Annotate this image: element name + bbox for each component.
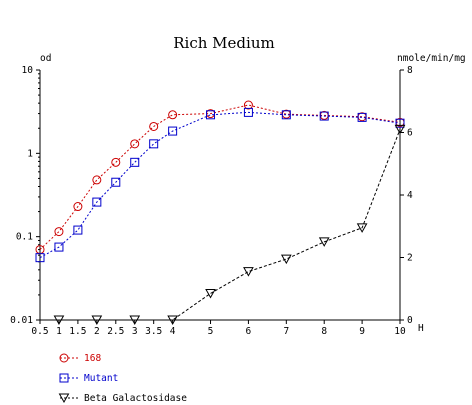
chart-title: Rich Medium: [173, 34, 274, 52]
series-line: [39, 111, 401, 259]
x-tick-label: 2: [94, 326, 100, 337]
x-tick-label: 8: [321, 326, 327, 337]
data-point: [168, 110, 178, 120]
y-right-tick-label: 0: [407, 315, 413, 326]
x-tick-label: 5: [208, 326, 214, 337]
data-point: [243, 107, 253, 117]
data-point: [130, 139, 140, 149]
y-right-tick-label: 8: [407, 65, 413, 76]
y-left-tick-label: 10: [22, 65, 34, 76]
data-point: [206, 110, 216, 120]
data-point: [91, 315, 103, 326]
legend-marker: [59, 353, 69, 363]
x-tick-label: 2.5: [107, 326, 124, 337]
data-point: [92, 197, 102, 207]
data-point: [111, 177, 121, 187]
data-point: [394, 124, 406, 135]
series-layer: [35, 100, 406, 326]
series-line: [39, 104, 401, 250]
series-1: [35, 107, 405, 263]
data-point: [149, 121, 159, 131]
y-right-tick-label: 2: [407, 253, 413, 264]
y-left-tick-label: 0.01: [10, 315, 33, 326]
data-point: [129, 315, 141, 326]
legend-marker: [58, 393, 70, 404]
data-point: [54, 242, 64, 252]
x-tick-label: 1: [56, 326, 62, 337]
data-point: [73, 202, 83, 212]
x-tick-label: 4: [170, 326, 176, 337]
y-right-tick-label: 4: [407, 190, 413, 201]
data-point: [73, 225, 83, 235]
data-point: [243, 267, 254, 277]
x-tick-label: 0.5: [31, 326, 48, 337]
x-tick-label: 3.5: [145, 326, 162, 337]
series-line: [58, 129, 401, 321]
legend-marker: [59, 373, 69, 383]
y-left-tick-label: 0.1: [16, 232, 33, 243]
x-tick-label: 6: [246, 326, 252, 337]
data-point: [35, 253, 45, 263]
series-2: [53, 124, 406, 326]
x-tick-label: 1.5: [69, 326, 86, 337]
data-point: [243, 100, 253, 110]
y-left-tick-label: 1: [27, 148, 33, 159]
data-point: [318, 237, 330, 247]
data-point: [53, 315, 65, 326]
data-point: [168, 126, 178, 136]
left-axis-label: od: [40, 53, 51, 64]
data-point: [395, 118, 405, 128]
legend-label: Mutant: [84, 373, 118, 384]
x-tick-label: 10: [394, 326, 406, 337]
legend-item: Mutant: [59, 373, 118, 384]
data-point: [54, 227, 64, 237]
y-right-tick-label: 6: [407, 128, 413, 139]
data-point: [92, 175, 102, 185]
legend-item: 168: [59, 353, 101, 364]
x-tick-label: 7: [283, 326, 289, 337]
right-axis-label: nmole/min/mg: [397, 53, 466, 64]
legend: 168 Mutant Beta Galactosidase: [58, 353, 187, 404]
data-point: [281, 110, 291, 120]
x-axis-label: H: [418, 323, 424, 334]
data-point: [149, 139, 159, 149]
legend-label: Beta Galactosidase: [84, 393, 187, 404]
data-point: [356, 223, 368, 233]
data-point: [167, 315, 178, 326]
data-point: [357, 112, 367, 122]
legend-label: 168: [84, 353, 101, 364]
data-point: [280, 254, 292, 265]
series-0: [35, 100, 405, 255]
data-point: [111, 157, 121, 167]
legend-item: Beta Galactosidase: [58, 393, 187, 404]
data-point: [130, 157, 140, 167]
data-point: [205, 288, 216, 299]
x-tick-label: 3: [132, 326, 138, 337]
x-tick-label: 9: [359, 326, 365, 337]
data-point: [319, 111, 329, 121]
